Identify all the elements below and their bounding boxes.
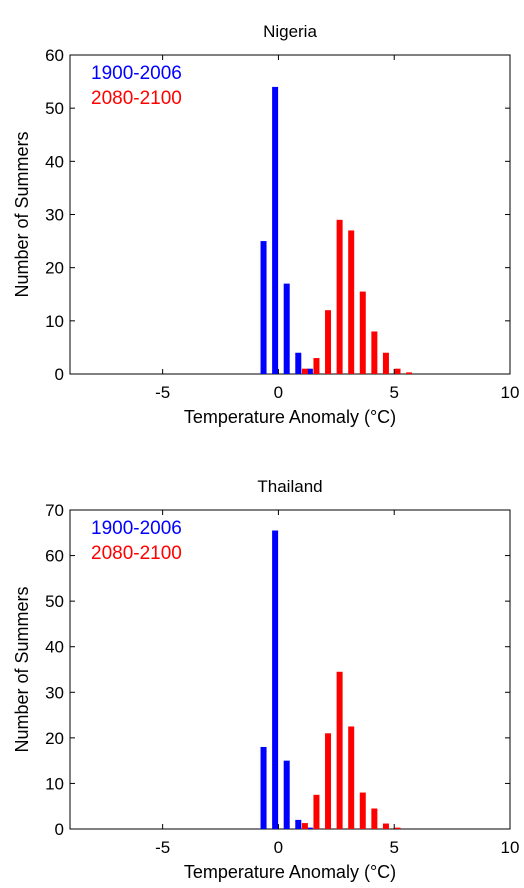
bar-future [406,372,413,374]
thailand-histogram: Thailand -5 0 5 10 0 10 20 30 40 50 60 70 Temperature… [12,477,519,882]
y-axis-label: Number of Summers [12,586,32,752]
bar-future [359,792,366,829]
legend-label-historical: 1900-2006 [91,63,182,84]
nigeria-histogram: Nigeria -5 0 5 10 0 10 20 30 40 50 60 Temperature An… [12,22,519,427]
bar-historical [283,283,290,374]
bar-future [313,794,320,829]
bar-historical [260,746,267,829]
chart-title: Nigeria [263,22,317,41]
bar-future [348,230,355,374]
y-tick-label: 20 [45,259,64,278]
bar-historical [260,241,267,374]
y-tick-label: 10 [45,312,64,331]
x-tick-label: 0 [274,838,283,857]
y-tick-label: 50 [45,592,64,611]
bar-historical [283,760,290,829]
bar-future [348,726,355,829]
plot-frame [69,509,511,830]
y-tick-label: 40 [45,152,64,171]
y-tick-label: 0 [55,365,64,384]
y-tick-label: 20 [45,729,64,748]
y-tick-label: 70 [45,501,64,520]
y-tick-label: 40 [45,638,64,657]
x-tick-label: 10 [501,383,520,402]
bar-historical [272,86,279,375]
bar-future [382,352,389,374]
bar-future [336,219,343,374]
y-tick-label: 50 [45,99,64,118]
x-tick-label: 0 [274,383,283,402]
legend-label-future: 2080-2100 [91,88,182,109]
bar-historical [272,530,279,829]
bar-future [325,733,332,829]
legend-label-historical: 1900-2006 [91,518,182,539]
y-tick-label: 10 [45,774,64,793]
bar-future [394,368,401,374]
bar-historical [295,819,302,829]
x-tick-label: 5 [389,383,398,402]
bar-future [301,823,308,829]
legend-label-future: 2080-2100 [91,543,182,564]
bar-historical [295,352,302,374]
y-tick-label: 60 [45,547,64,566]
bar-future [336,671,343,829]
x-axis-label: Temperature Anomaly (°C) [184,862,396,882]
y-tick-label: 30 [45,683,64,702]
bar-future [371,331,378,374]
bar-future [325,310,332,374]
bar-future [382,823,389,829]
y-tick-label: 60 [45,46,64,65]
bar-future [394,827,401,829]
chart-title: Thailand [257,477,322,496]
y-axis-label: Number of Summers [12,131,32,297]
y-tick-label: 30 [45,206,64,225]
bar-historical [306,827,313,829]
x-tick-label: -5 [155,838,170,857]
x-tick-label: 10 [501,838,520,857]
x-tick-label: -5 [155,383,170,402]
bar-future [359,291,366,374]
y-tick-label: 0 [55,820,64,839]
bar-future [371,808,378,829]
x-tick-label: 5 [389,838,398,857]
bar-future [313,358,320,374]
x-axis-label: Temperature Anomaly (°C) [184,407,396,427]
bar-future [301,368,308,374]
bar-historical [306,368,313,374]
